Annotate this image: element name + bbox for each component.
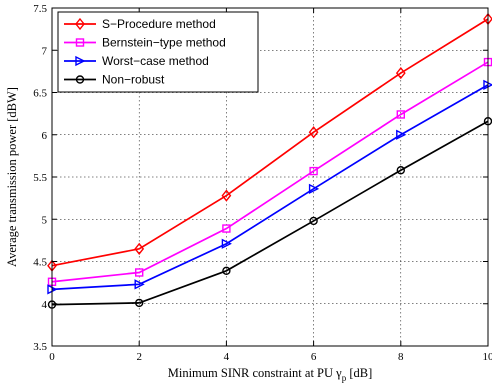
axis-ticks [51,7,489,347]
x-axis-label-unit: [dB] [346,366,372,380]
legend-item: S−Procedure method [64,17,216,31]
x-tick-label: 0 [49,351,55,363]
series-layer [47,12,492,309]
y-tick-label: 7.5 [33,3,47,15]
diamond-marker [221,189,232,202]
diamond-marker [395,66,406,80]
x-tick-label: 10 [483,351,492,363]
x-tick-label: 2 [136,351,142,363]
y-tick-label: 5.5 [33,172,47,184]
triangle-marker [221,238,232,249]
x-tick-label: 4 [224,351,230,363]
tick-labels: 0 2 4 6 8 10 3.5 4 4.5 5 5.5 6 6.5 7 7.5 [33,3,492,363]
circle-marker [75,75,85,84]
x-tick-label: 6 [311,351,317,363]
x-tick-label: 8 [398,351,404,363]
square-marker [309,166,318,176]
y-tick-label: 4.5 [33,257,47,269]
series-line [51,84,489,291]
legend: S−Procedure method Bernstein−type method W… [57,11,259,93]
legend-item: Worst−case method [64,54,209,68]
legend-label: Worst−case method [102,54,209,68]
diamond-marker [134,242,145,255]
square-marker [134,268,144,277]
square-marker [75,38,85,47]
circle-marker [222,266,231,275]
circle-marker [134,298,144,308]
legend-label: Non−robust [102,73,165,87]
triangle-marker [396,129,407,140]
triangle-marker [308,183,320,194]
diamond-marker [308,126,319,139]
y-tick-label: 3.5 [33,341,47,353]
x-axis-label: Minimum SINR constraint at PU γp [dB] [168,366,372,383]
legend-item: Non−robust [64,73,165,87]
circle-marker [309,216,318,226]
y-tick-label: 6.5 [33,88,47,100]
y-axis-label: Average transmission power [dBW] [5,87,19,267]
square-marker [222,224,231,233]
y-tick-label: 4 [42,299,48,311]
series-line [51,120,489,306]
y-tick-label: 5 [42,214,48,226]
legend-label: Bernstein−type method [102,36,226,50]
series-line [51,61,489,283]
series-line [51,18,489,267]
triangle-marker [75,55,86,67]
y-tick-label: 6 [42,130,48,142]
legend-label: S−Procedure method [102,17,216,31]
x-axis-label-main: Minimum SINR constraint at PU γ [168,366,342,380]
y-tick-label: 7 [42,45,48,57]
circle-marker [396,166,405,175]
x-axis-label-subscript: p [342,373,347,383]
series-1 [47,57,492,286]
diamond-marker [75,17,85,31]
legend-item: Bernstein−type method [64,36,226,50]
triangle-marker [134,279,145,290]
square-marker [396,110,405,119]
